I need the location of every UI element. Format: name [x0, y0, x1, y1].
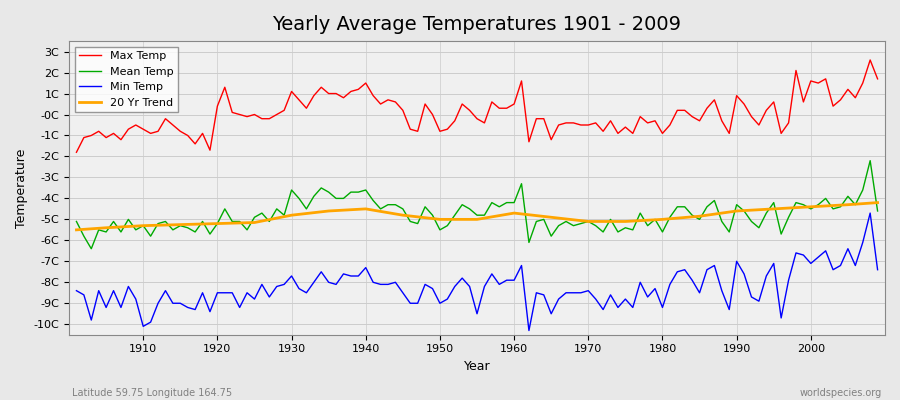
- Min Temp: [71, 288, 82, 293]
- Min Temp: [508, 278, 519, 282]
- Min Temp: [338, 272, 349, 276]
- Mean Temp: [86, 246, 96, 251]
- 20 Yr Trend: [472, 217, 482, 222]
- 20 Yr Trend: [212, 221, 223, 226]
- Min Temp: [293, 286, 304, 291]
- 20 Yr Trend: [842, 202, 853, 207]
- Max Temp: [501, 106, 512, 111]
- 20 Yr Trend: [545, 215, 556, 220]
- Legend: Max Temp, Mean Temp, Min Temp, 20 Yr Trend: Max Temp, Mean Temp, Min Temp, 20 Yr Tre…: [75, 47, 178, 112]
- Max Temp: [293, 98, 304, 102]
- 20 Yr Trend: [769, 206, 779, 211]
- Max Temp: [598, 129, 608, 134]
- Mean Temp: [865, 158, 876, 163]
- Mean Temp: [872, 208, 883, 213]
- 20 Yr Trend: [731, 208, 742, 213]
- 20 Yr Trend: [71, 228, 82, 232]
- Min Temp: [130, 297, 141, 302]
- 20 Yr Trend: [508, 211, 519, 216]
- Line: Max Temp: Max Temp: [76, 60, 878, 152]
- 20 Yr Trend: [323, 208, 334, 213]
- 20 Yr Trend: [249, 220, 260, 225]
- Line: Min Temp: Min Temp: [76, 213, 878, 330]
- 20 Yr Trend: [138, 223, 148, 228]
- Mean Temp: [301, 206, 311, 211]
- 20 Yr Trend: [435, 217, 446, 222]
- 20 Yr Trend: [101, 225, 112, 230]
- Max Temp: [865, 58, 876, 62]
- Max Temp: [71, 150, 82, 155]
- Max Temp: [508, 102, 519, 106]
- X-axis label: Year: Year: [464, 360, 490, 373]
- Min Temp: [865, 211, 876, 216]
- 20 Yr Trend: [360, 206, 371, 211]
- 20 Yr Trend: [398, 213, 409, 218]
- Line: Mean Temp: Mean Temp: [76, 161, 878, 249]
- Mean Temp: [346, 190, 356, 194]
- Max Temp: [872, 76, 883, 81]
- Mean Temp: [138, 223, 148, 228]
- Min Temp: [524, 328, 535, 333]
- Mean Temp: [516, 181, 526, 186]
- Mean Temp: [71, 219, 82, 224]
- 20 Yr Trend: [806, 204, 816, 209]
- Line: 20 Yr Trend: 20 Yr Trend: [76, 202, 878, 230]
- 20 Yr Trend: [286, 213, 297, 218]
- Min Temp: [872, 267, 883, 272]
- 20 Yr Trend: [657, 217, 668, 222]
- Text: Latitude 59.75 Longitude 164.75: Latitude 59.75 Longitude 164.75: [72, 388, 232, 398]
- Min Temp: [605, 292, 616, 297]
- 20 Yr Trend: [872, 200, 883, 205]
- Title: Yearly Average Temperatures 1901 - 2009: Yearly Average Temperatures 1901 - 2009: [273, 15, 681, 34]
- Mean Temp: [508, 200, 519, 205]
- Y-axis label: Temperature: Temperature: [15, 148, 28, 228]
- 20 Yr Trend: [583, 219, 594, 224]
- 20 Yr Trend: [694, 214, 705, 219]
- Mean Temp: [605, 217, 616, 222]
- Max Temp: [130, 122, 141, 127]
- Text: worldspecies.org: worldspecies.org: [800, 388, 882, 398]
- 20 Yr Trend: [620, 219, 631, 224]
- 20 Yr Trend: [175, 222, 185, 227]
- Min Temp: [501, 278, 512, 282]
- Max Temp: [338, 95, 349, 100]
